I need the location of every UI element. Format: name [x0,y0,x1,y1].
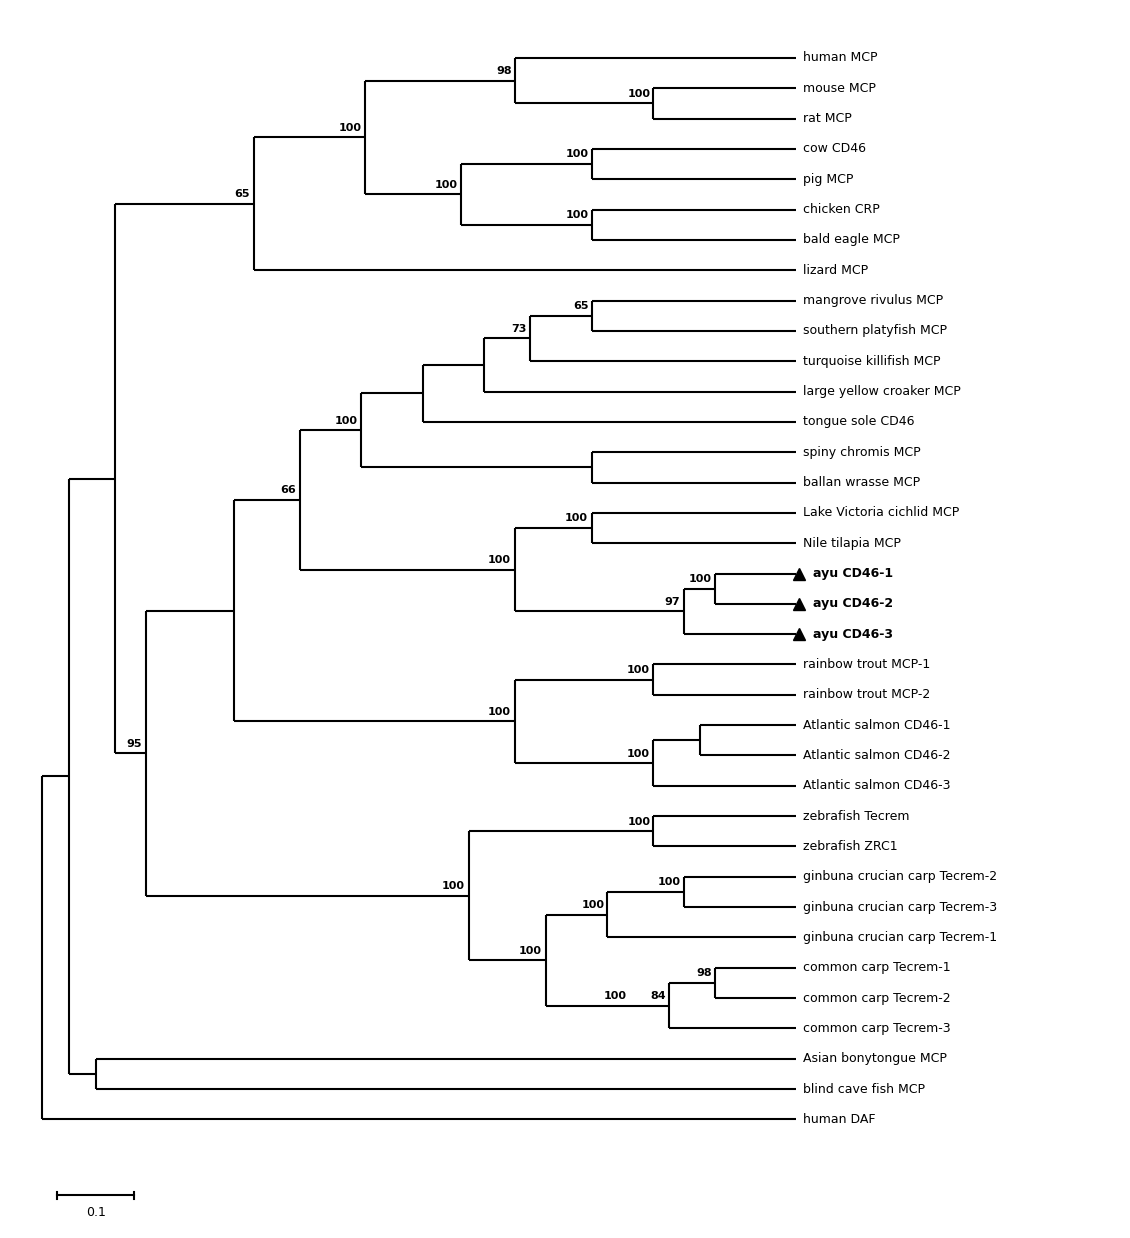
Text: zebrafish Tecrem: zebrafish Tecrem [803,810,910,823]
Text: 100: 100 [658,878,681,888]
Text: 95: 95 [127,739,142,749]
Text: 100: 100 [519,946,542,956]
Text: common carp Tecrem-1: common carp Tecrem-1 [803,961,951,974]
Text: rainbow trout MCP-2: rainbow trout MCP-2 [803,688,931,702]
Text: common carp Tecrem-3: common carp Tecrem-3 [803,1021,951,1035]
Text: Atlantic salmon CD46-2: Atlantic salmon CD46-2 [803,749,951,763]
Text: Atlantic salmon CD46-3: Atlantic salmon CD46-3 [803,779,951,792]
Text: rat MCP: rat MCP [803,111,852,125]
Text: 100: 100 [338,123,362,132]
Text: Nile tilapia MCP: Nile tilapia MCP [803,536,902,550]
Text: 100: 100 [488,555,511,566]
Text: blind cave fish MCP: blind cave fish MCP [803,1082,925,1096]
Text: 100: 100 [442,881,466,891]
Text: 100: 100 [434,180,458,189]
Text: 0.1: 0.1 [86,1206,106,1219]
Text: 100: 100 [627,89,651,99]
Text: human DAF: human DAF [803,1113,876,1127]
Text: lizard MCP: lizard MCP [803,264,869,277]
Text: ginbuna crucian carp Tecrem-1: ginbuna crucian carp Tecrem-1 [803,931,998,945]
Text: 73: 73 [511,324,527,334]
Text: 66: 66 [280,485,296,495]
Text: chicken CRP: chicken CRP [803,203,880,217]
Text: 100: 100 [627,749,650,759]
Text: 97: 97 [664,597,680,607]
Text: Asian bonytongue MCP: Asian bonytongue MCP [803,1052,947,1066]
Text: mouse MCP: mouse MCP [803,82,876,95]
Text: 84: 84 [650,992,666,1002]
Text: Atlantic salmon CD46-1: Atlantic salmon CD46-1 [803,718,951,732]
Text: large yellow croaker MCP: large yellow croaker MCP [803,385,962,399]
Text: cow CD46: cow CD46 [803,142,867,156]
Text: human MCP: human MCP [803,51,878,64]
Text: 100: 100 [334,416,357,426]
Text: ginbuna crucian carp Tecrem-2: ginbuna crucian carp Tecrem-2 [803,870,998,884]
Text: 100: 100 [566,210,589,220]
Text: 100: 100 [689,574,712,584]
Text: 98: 98 [496,66,512,76]
Text: Lake Victoria cichlid MCP: Lake Victoria cichlid MCP [803,506,959,520]
Text: ballan wrasse MCP: ballan wrasse MCP [803,475,921,489]
Text: 100: 100 [566,150,589,160]
Text: rainbow trout MCP-1: rainbow trout MCP-1 [803,657,931,671]
Text: 100: 100 [581,900,605,910]
Text: southern platyfish MCP: southern platyfish MCP [803,324,947,338]
Text: ayu CD46-1: ayu CD46-1 [812,567,893,581]
Text: turquoise killifish MCP: turquoise killifish MCP [803,354,941,368]
Text: 100: 100 [627,817,651,827]
Text: ginbuna crucian carp Tecrem-3: ginbuna crucian carp Tecrem-3 [803,900,998,914]
Text: zebrafish ZRC1: zebrafish ZRC1 [803,839,898,853]
Text: 100: 100 [488,707,511,717]
Text: 65: 65 [573,301,589,311]
Text: 100: 100 [627,665,650,675]
Text: common carp Tecrem-2: common carp Tecrem-2 [803,992,951,1005]
Text: tongue sole CD46: tongue sole CD46 [803,415,915,428]
Text: 100: 100 [565,514,588,524]
Text: 100: 100 [603,992,626,1002]
Text: 98: 98 [696,968,712,978]
Text: 65: 65 [234,189,250,199]
Text: pig MCP: pig MCP [803,172,854,186]
Text: bald eagle MCP: bald eagle MCP [803,233,901,246]
Text: mangrove rivulus MCP: mangrove rivulus MCP [803,293,944,307]
Text: spiny chromis MCP: spiny chromis MCP [803,446,921,459]
Text: ayu CD46-2: ayu CD46-2 [812,597,893,610]
Text: ayu CD46-3: ayu CD46-3 [812,628,893,641]
